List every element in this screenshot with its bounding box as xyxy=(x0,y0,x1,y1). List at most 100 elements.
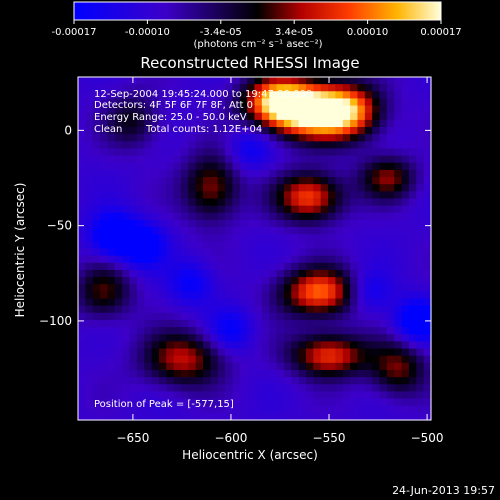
heatmap-cell xyxy=(291,105,300,114)
heatmap-cell xyxy=(144,262,153,271)
heatmap-cell xyxy=(173,191,182,200)
heatmap-cell xyxy=(239,184,248,192)
heatmap-cell xyxy=(254,127,263,135)
heatmap-cell xyxy=(283,162,292,171)
heatmap-cell xyxy=(408,84,417,92)
heatmap-cell xyxy=(379,184,388,192)
heatmap-cell xyxy=(144,341,153,350)
heatmap-cell xyxy=(180,255,189,264)
heatmap-cell xyxy=(210,212,219,221)
heatmap-cell xyxy=(372,98,381,107)
heatmap-cell xyxy=(129,119,138,128)
heatmap-cell xyxy=(386,312,395,321)
heatmap-cell xyxy=(401,98,410,107)
heatmap-cell xyxy=(416,348,425,357)
heatmap-cell xyxy=(394,341,403,350)
heatmap-cell xyxy=(129,84,138,92)
heatmap-cell xyxy=(122,355,131,364)
heatmap-cell xyxy=(254,327,263,335)
heatmap-cell xyxy=(320,105,329,114)
heatmap-cell xyxy=(269,169,278,178)
heatmap-cell xyxy=(283,219,292,228)
heatmap-cell xyxy=(136,341,145,350)
heatmap-cell xyxy=(320,212,329,221)
heatmap-cell xyxy=(379,369,388,378)
heatmap-cell xyxy=(379,284,388,292)
heatmap-cell xyxy=(408,241,417,250)
heatmap-cell xyxy=(107,319,116,328)
heatmap-cell xyxy=(283,398,292,407)
heatmap-cell xyxy=(180,219,189,228)
heatmap-cell xyxy=(166,91,175,100)
heatmap-cell xyxy=(328,241,336,250)
heatmap-cell xyxy=(350,127,359,135)
heatmap-cell xyxy=(195,262,204,271)
heatmap-cell xyxy=(195,169,204,178)
heatmap-cell xyxy=(386,255,395,264)
heatmap-cell xyxy=(107,134,116,142)
heatmap-cell xyxy=(78,348,86,357)
heatmap-cell xyxy=(313,369,322,378)
heatmap-cell xyxy=(394,334,403,342)
heatmap-cell xyxy=(423,98,432,107)
heatmap-cell xyxy=(254,355,263,364)
heatmap-cell xyxy=(210,269,219,278)
heatmap-cell xyxy=(232,255,241,264)
heatmap-cell xyxy=(364,305,373,314)
heatmap-cell xyxy=(386,248,395,257)
heatmap-cell xyxy=(188,184,197,192)
heatmap-cell xyxy=(85,177,94,185)
heatmap-cell xyxy=(372,227,381,235)
heatmap-cell xyxy=(386,191,395,200)
heatmap-cell xyxy=(144,155,153,164)
heatmap-cell xyxy=(129,291,138,300)
heatmap-cell xyxy=(217,377,226,385)
heatmap-cell xyxy=(298,234,307,242)
heatmap-cell xyxy=(416,312,425,321)
heatmap-cell xyxy=(408,384,417,393)
heatmap-cell xyxy=(173,141,182,150)
heatmap-cell xyxy=(203,127,211,135)
heatmap-cell xyxy=(144,234,153,242)
heatmap-cell xyxy=(92,162,101,171)
heatmap-cell xyxy=(158,205,167,214)
heatmap-cell xyxy=(357,384,366,393)
heatmap-cell xyxy=(342,127,351,135)
heatmap-cell xyxy=(372,305,381,314)
heatmap-cell xyxy=(173,219,182,228)
heatmap-cell xyxy=(335,98,344,107)
heatmap-cell xyxy=(158,198,167,207)
heatmap-cell xyxy=(350,219,359,228)
heatmap-cell xyxy=(225,377,234,385)
heatmap-cell xyxy=(313,327,322,335)
heatmap-cell xyxy=(328,112,336,121)
heatmap-cell xyxy=(357,412,366,421)
heatmap-cell xyxy=(350,212,359,221)
heatmap-cell xyxy=(342,348,351,357)
heatmap-cell xyxy=(78,377,86,385)
heatmap-cell xyxy=(313,241,322,250)
heatmap-cell xyxy=(173,134,182,142)
heatmap-cell xyxy=(416,269,425,278)
heatmap-cell xyxy=(394,98,403,107)
heatmap-cell xyxy=(386,84,395,92)
heatmap-cell xyxy=(85,84,94,92)
heatmap-cell xyxy=(372,362,381,371)
heatmap-cell xyxy=(386,241,395,250)
heatmap-cell xyxy=(364,398,373,407)
heatmap-cell xyxy=(335,348,344,357)
heatmap-cell xyxy=(232,384,241,393)
heatmap-cell xyxy=(320,191,329,200)
heatmap-cell xyxy=(180,248,189,257)
heatmap-cell xyxy=(107,362,116,371)
heatmap-cell xyxy=(342,341,351,350)
heatmap-cell xyxy=(357,341,366,350)
heatmap-cell xyxy=(107,277,116,285)
heatmap-cell xyxy=(342,141,351,150)
heatmap-cell xyxy=(225,248,234,257)
heatmap-cell xyxy=(92,284,101,292)
heatmap-cell xyxy=(217,305,226,314)
heatmap-cell xyxy=(364,198,373,207)
heatmap-cell xyxy=(232,198,241,207)
heatmap-cell xyxy=(188,148,197,157)
